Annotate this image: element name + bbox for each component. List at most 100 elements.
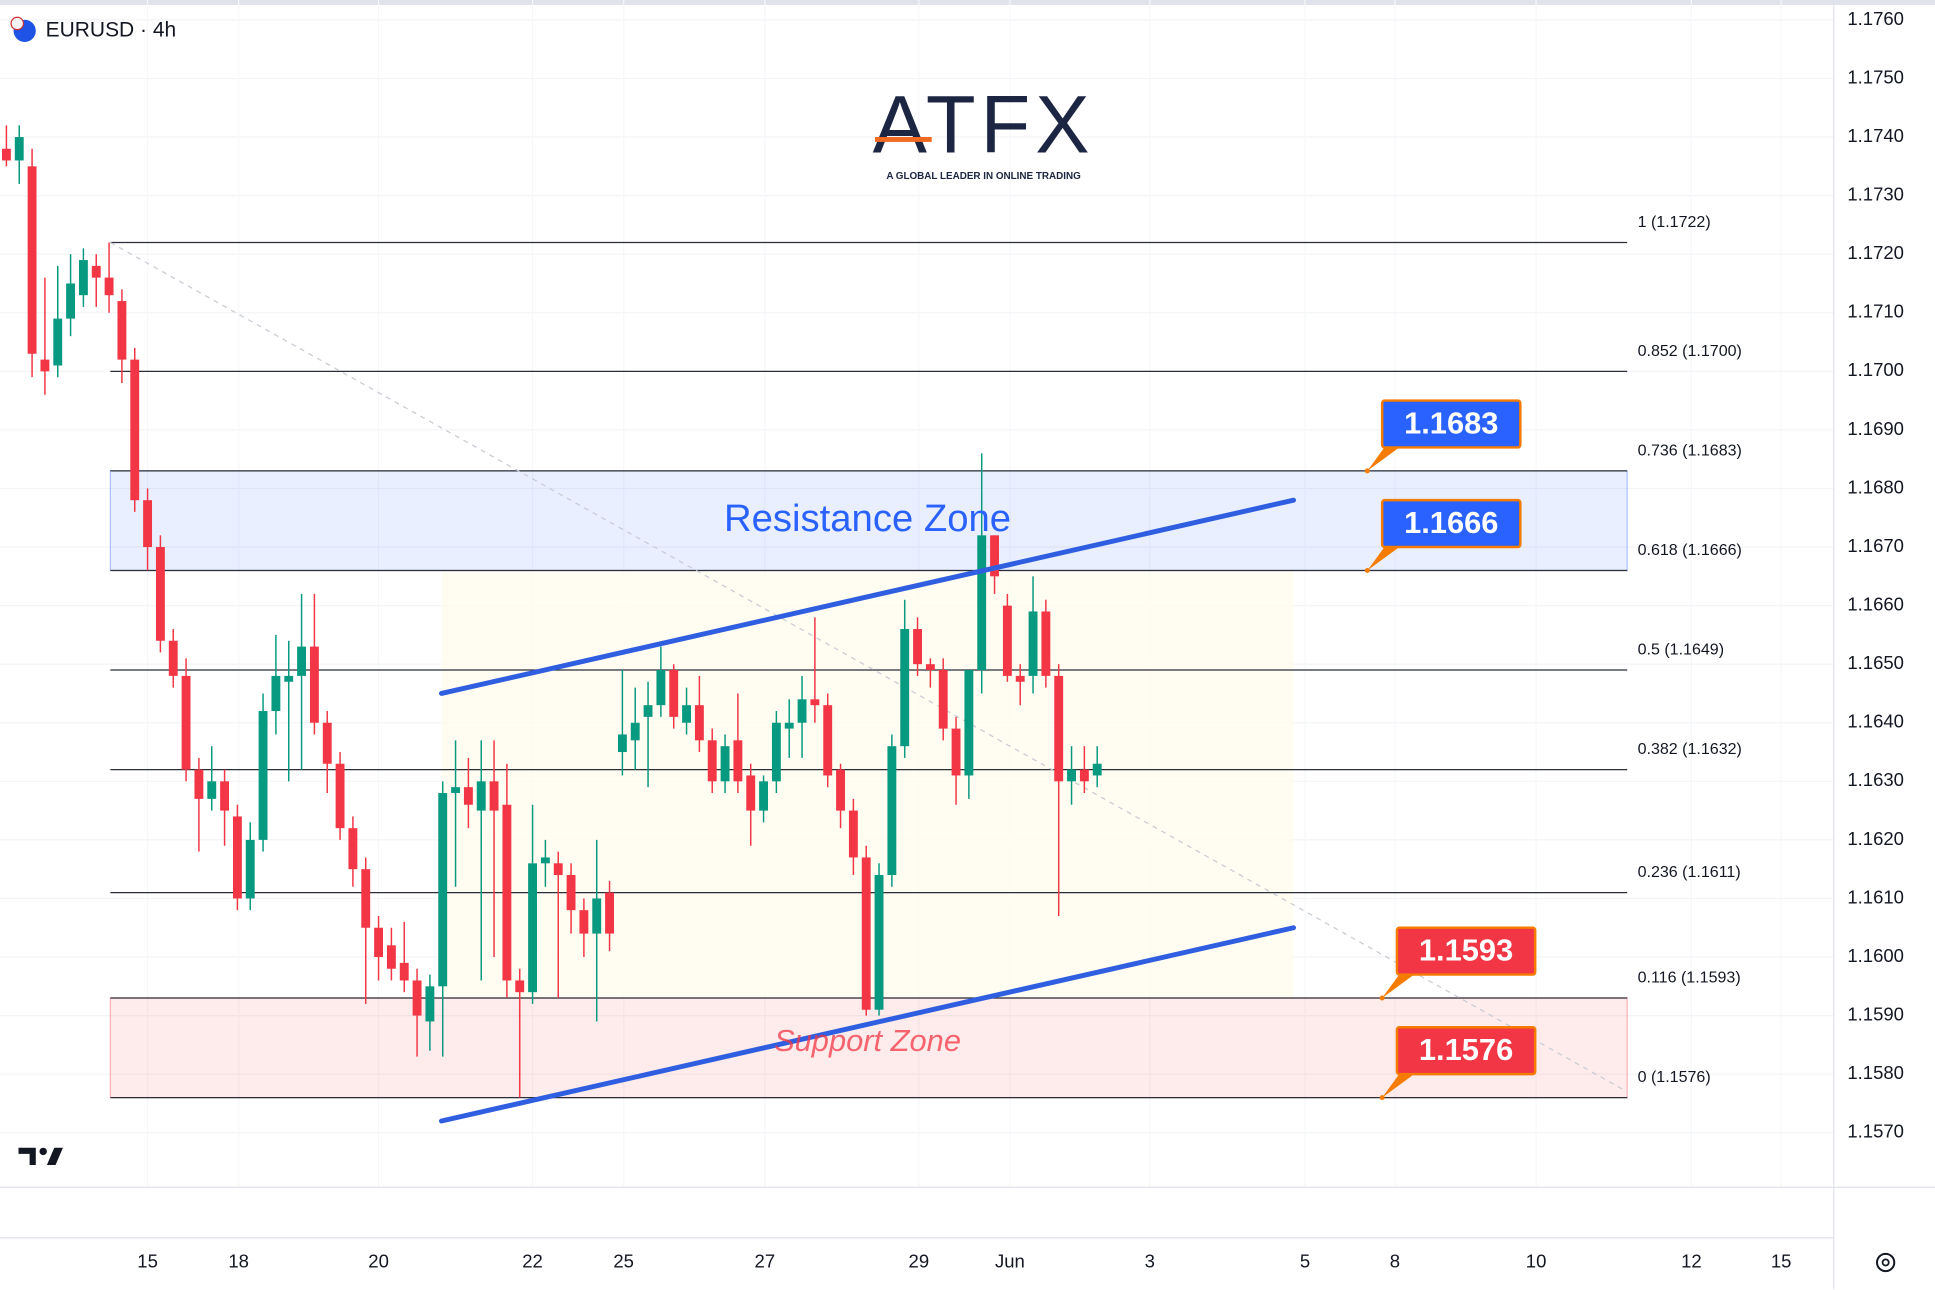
settings-gear[interactable]	[1876, 1252, 1896, 1273]
y-tick-label: 1.1710	[1847, 301, 1904, 322]
x-tick-label: 12	[1681, 1250, 1702, 1271]
candle-body	[207, 781, 217, 799]
candle-body	[861, 857, 871, 1010]
candle-body	[771, 722, 781, 782]
settings-icon[interactable]	[1876, 1252, 1896, 1273]
symbol-title: EURUSD · 4h	[46, 18, 177, 41]
candle-body	[1015, 675, 1025, 682]
plot-area: 1 (1.1722) 0.852 (1.1700) 0.736 (1.1683) 0.…	[0, 19, 1834, 1134]
price-tag-label: 1.1593	[1419, 933, 1513, 968]
y-tick-label: 1.1690	[1847, 418, 1904, 439]
tv-logo-part	[18, 1147, 36, 1165]
price-tag-label: 1.1666	[1404, 505, 1498, 540]
candle-body	[913, 629, 922, 665]
x-tick-label: 8	[1390, 1250, 1400, 1271]
y-tick-label: 1.1760	[1847, 8, 1904, 29]
candle-body	[104, 277, 114, 296]
candle-body	[78, 260, 88, 296]
candle-body	[1092, 763, 1102, 776]
channel-line	[438, 925, 1297, 1124]
candle-body	[784, 722, 794, 729]
candle-body	[656, 670, 666, 706]
candle-body	[1054, 675, 1064, 782]
candle-body	[810, 699, 820, 706]
y-tick-label: 1.1620	[1847, 828, 1904, 849]
settings-gear-center[interactable]	[1881, 1258, 1890, 1267]
candle-body	[361, 869, 371, 928]
fib-level-label: 0.618 (1.1666)	[1638, 541, 1742, 559]
candle-body	[938, 670, 948, 729]
candle-body	[566, 875, 576, 911]
candle-body	[232, 816, 242, 899]
tag-pointer	[1382, 970, 1420, 999]
candle-body	[592, 898, 602, 934]
x-tick-label: 20	[368, 1250, 389, 1271]
candle-body	[476, 781, 486, 811]
candle-body	[977, 535, 987, 671]
candle-body	[463, 787, 473, 805]
x-tick-label: 15	[137, 1250, 158, 1271]
price-tag	[1380, 498, 1522, 549]
x-tick-label: 18	[228, 1250, 249, 1271]
logo-tagline: A GLOBAL LEADER IN ONLINE TRADING	[886, 171, 1081, 182]
tv-logo-part	[46, 1147, 63, 1165]
y-tick-label: 1.1590	[1847, 1003, 1904, 1024]
x-tick-label: 15	[1771, 1250, 1792, 1271]
candle-body	[220, 781, 230, 811]
tag-pointer	[1382, 1070, 1420, 1098]
candle-body	[27, 166, 37, 354]
candle-body	[348, 828, 358, 870]
zone	[109, 470, 1628, 572]
candle-body	[130, 359, 140, 501]
logo-accent	[874, 136, 932, 142]
candle-body	[630, 722, 640, 741]
tag-anchor	[1364, 468, 1370, 474]
candle-body	[707, 740, 717, 782]
candle-body	[1028, 611, 1038, 676]
candle-body	[553, 863, 563, 876]
candle-body	[1041, 611, 1051, 676]
candle-body	[155, 547, 165, 641]
candle-body	[682, 705, 691, 723]
channel-line	[438, 497, 1297, 696]
tag-anchor	[1364, 567, 1370, 573]
flag-icon	[10, 16, 25, 31]
candle-body	[66, 283, 76, 319]
candle-body	[759, 781, 768, 811]
zone-label: Resistance Zone	[724, 497, 1011, 540]
fib-level-label: 0.382 (1.1632)	[1638, 740, 1742, 758]
fib-level-label: 0.116 (1.1593)	[1638, 969, 1741, 987]
zone-label: Support Zone	[774, 1023, 961, 1058]
x-tick-label: 22	[522, 1250, 543, 1271]
price-tag	[1395, 1026, 1537, 1076]
candle-body	[528, 863, 538, 993]
candle-body	[643, 705, 653, 717]
candle-body	[823, 705, 833, 776]
candle-body	[309, 646, 319, 723]
candle-body	[964, 670, 974, 776]
candle-body	[874, 875, 884, 1010]
fib-level-label: 1 (1.1722)	[1638, 213, 1711, 231]
price-tag-label: 1.1683	[1404, 405, 1498, 440]
candle-body	[746, 775, 756, 811]
y-tick-label: 1.1570	[1847, 1121, 1904, 1142]
y-tick-label: 1.1580	[1847, 1062, 1904, 1083]
x-tick-label: 3	[1145, 1250, 1155, 1271]
price-tag-label: 1.1576	[1419, 1032, 1513, 1067]
candle-body	[284, 675, 294, 682]
y-tick-label: 1.1730	[1847, 184, 1904, 205]
candle-body	[1079, 769, 1089, 782]
candle-body	[297, 646, 307, 676]
y-tick-label: 1.1660	[1847, 593, 1904, 614]
candle-body	[502, 804, 512, 981]
y-tick-label: 1.1740	[1847, 125, 1904, 146]
candle-body	[168, 640, 178, 676]
candle-body	[425, 986, 435, 1022]
x-tick-label: 10	[1526, 1250, 1547, 1271]
y-tick-label: 1.1610	[1847, 886, 1904, 907]
candle-body	[451, 787, 461, 794]
y-tick-label: 1.1630	[1847, 769, 1904, 790]
trend-line	[110, 241, 1628, 1093]
